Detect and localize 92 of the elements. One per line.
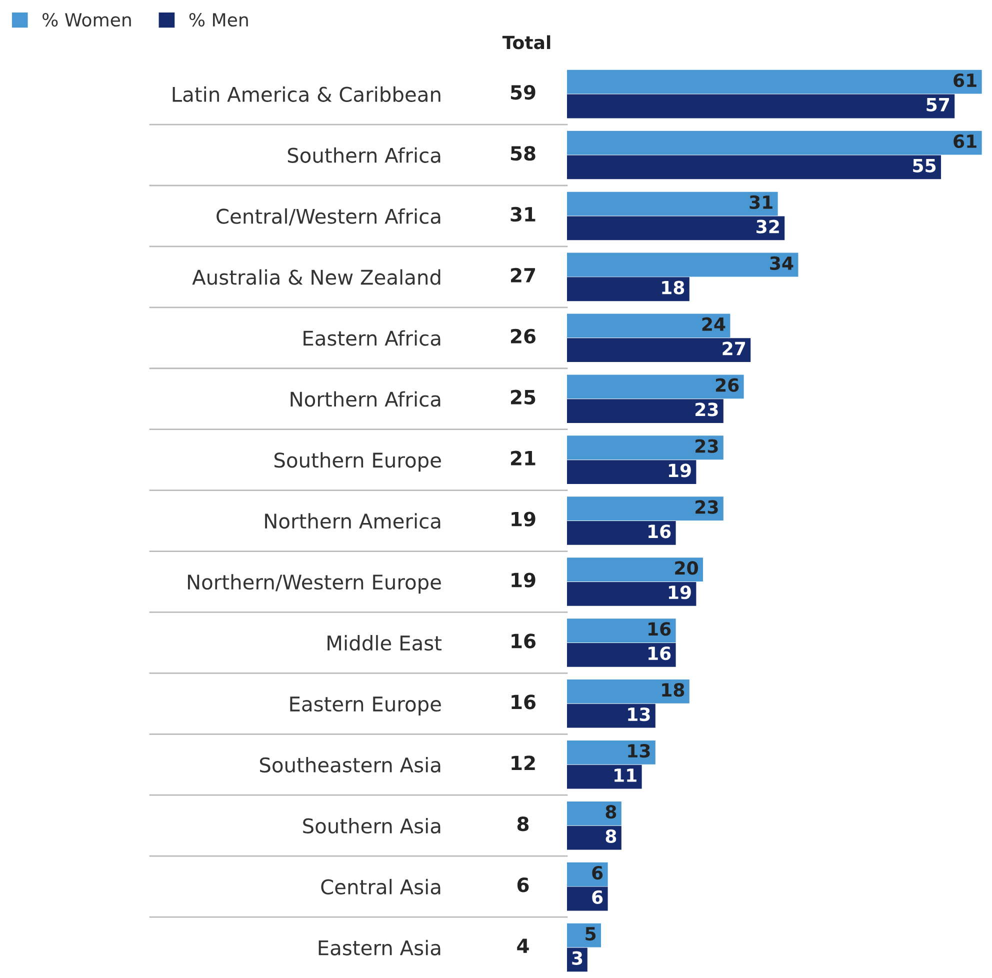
data-label: 61 <box>954 73 976 88</box>
data-label: 6 <box>592 866 603 880</box>
data-label: 23 <box>696 439 718 453</box>
bar <box>567 801 622 826</box>
y-tick-label: Northern Africa <box>290 391 440 407</box>
data-label: 61 <box>954 134 976 148</box>
data-label: 27 <box>722 342 745 356</box>
data-label: 16 <box>648 622 671 636</box>
data-label: 31 <box>750 195 772 210</box>
bar <box>567 886 608 911</box>
data-label: 24 <box>702 317 726 331</box>
bar <box>567 399 724 423</box>
data-label: 57 <box>926 98 950 112</box>
bar <box>567 521 676 545</box>
y-tick-label: Southern Europe <box>274 452 441 472</box>
text: 26 <box>511 328 536 344</box>
y-tick-label: Eastern Asia <box>318 940 440 956</box>
data-label: 55 <box>913 159 936 172</box>
bar <box>567 436 724 460</box>
data-label: 23 <box>696 402 718 416</box>
y-tick-label: Southern Asia <box>303 818 440 834</box>
bar <box>567 740 656 764</box>
text: 6 <box>517 878 529 892</box>
data-label: 13 <box>628 707 650 722</box>
bar <box>567 155 942 180</box>
data-label: 20 <box>675 561 698 575</box>
bar <box>567 70 982 94</box>
y-tick-label: Southeastern Asia <box>260 756 440 773</box>
data-label: 5 <box>586 927 596 941</box>
data-label: 16 <box>648 524 671 538</box>
bar <box>567 618 676 642</box>
bar <box>567 923 601 948</box>
data-label: 3 <box>572 951 582 965</box>
text: 8 <box>517 816 529 832</box>
data-label: 6 <box>592 890 603 904</box>
data-label: 26 <box>716 378 739 392</box>
text: 16 <box>512 634 536 648</box>
bar <box>567 374 744 399</box>
y-tick-label: Australia & New Zealand <box>192 269 440 285</box>
y-tick-label: Central Asia <box>321 878 440 894</box>
text: Total <box>502 35 550 50</box>
legend-label: % Women <box>42 12 131 27</box>
y-tick-label: Eastern Africa <box>304 330 440 346</box>
y-tick-label: Southern Africa <box>288 147 440 163</box>
bar <box>567 94 955 118</box>
bar <box>567 277 690 302</box>
text: 4 <box>517 938 529 953</box>
text: 27 <box>511 268 535 282</box>
text: 16 <box>512 694 536 710</box>
bar <box>567 338 751 362</box>
bar <box>567 764 642 789</box>
y-tick-label: Northern/Western Europe <box>188 574 441 594</box>
data-label: 13 <box>628 744 650 758</box>
text: 25 <box>511 390 536 405</box>
bar <box>567 862 608 886</box>
bar <box>567 314 730 338</box>
data-label: 18 <box>662 683 684 697</box>
bar <box>567 680 690 704</box>
data-label: 8 <box>606 829 616 844</box>
bar <box>567 130 982 155</box>
text: 19 <box>512 512 536 526</box>
data-label: 34 <box>770 256 794 270</box>
bar <box>567 216 785 240</box>
bar <box>567 704 656 728</box>
bar <box>567 582 696 606</box>
data-label: 18 <box>662 280 684 294</box>
y-tick-label: Latin America & Caribbean <box>172 86 440 102</box>
data-label: 32 <box>756 220 779 234</box>
data-label: 19 <box>668 464 691 478</box>
y-tick-label: Middle East <box>328 635 442 651</box>
y-tick-label: Central/Western Africa <box>216 208 440 226</box>
bar <box>567 558 704 582</box>
y-tick-label: Eastern Europe <box>290 696 441 716</box>
legend-label: % Men <box>189 12 248 27</box>
bar <box>567 496 724 521</box>
bar <box>567 192 778 216</box>
y-tick-label: Northern America <box>265 513 440 529</box>
data-label: 16 <box>648 646 671 660</box>
data-label: 23 <box>696 500 718 514</box>
data-label: 19 <box>668 586 691 600</box>
text: 21 <box>511 450 536 466</box>
bar <box>567 642 676 667</box>
text: 19 <box>512 572 536 588</box>
text: 31 <box>510 206 536 222</box>
text: 12 <box>512 756 535 770</box>
bar <box>567 826 622 850</box>
bar <box>567 460 696 484</box>
bar <box>567 252 798 277</box>
data-label: 11 <box>614 768 636 782</box>
text: 59 <box>510 85 536 100</box>
data-label: 8 <box>606 804 616 819</box>
text: 58 <box>510 146 536 161</box>
